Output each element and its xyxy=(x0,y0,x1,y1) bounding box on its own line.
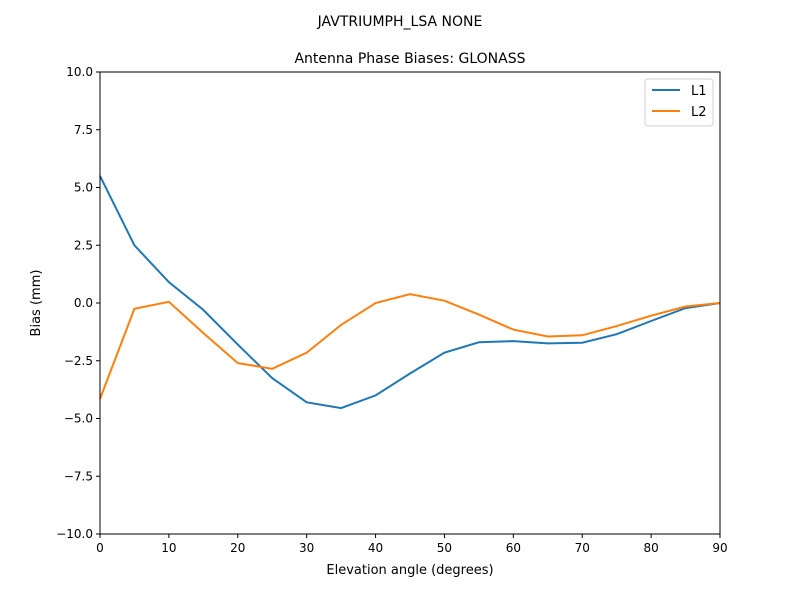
x-tick-label: 40 xyxy=(368,541,383,555)
y-tick-label: 5.0 xyxy=(74,181,93,195)
x-axis-label: Elevation angle (degrees) xyxy=(326,563,493,578)
y-tick-label: −7.5 xyxy=(64,469,93,483)
x-tick-label: 10 xyxy=(161,541,176,555)
x-tick-label: 80 xyxy=(643,541,658,555)
y-tick-label: 2.5 xyxy=(74,238,93,252)
x-tick-label: 50 xyxy=(437,541,452,555)
axes-frame xyxy=(99,71,721,535)
legend-l2-label: L2 xyxy=(691,105,707,120)
x-tick-label: 70 xyxy=(575,541,590,555)
y-tick-label: 7.5 xyxy=(74,123,93,137)
series-l1-line xyxy=(99,175,721,410)
y-tick-label: −10.0 xyxy=(56,527,93,541)
x-tick-label: 60 xyxy=(506,541,521,555)
x-tick-label: 30 xyxy=(299,541,314,555)
suptitle: JAVTRIUMPH_LSA NONE xyxy=(317,14,483,30)
series-l2-line xyxy=(99,293,721,400)
x-tick-label: 90 xyxy=(712,541,727,555)
y-tick-label: −5.0 xyxy=(64,412,93,426)
legend: L1 L2 xyxy=(644,78,714,127)
y-tick-label: 10.0 xyxy=(66,65,93,79)
legend-l1-label: L1 xyxy=(691,84,707,99)
y-tick-label: 0.0 xyxy=(74,296,93,310)
chart-title: Antenna Phase Biases: GLONASS xyxy=(294,51,525,67)
y-tick-label: −2.5 xyxy=(64,354,93,368)
x-tick-label: 0 xyxy=(96,541,104,555)
x-tick-label: 20 xyxy=(230,541,245,555)
y-axis: 10.0 7.5 5.0 2.5 0.0 −2.5 −5.0 −7.5 −10.0 xyxy=(56,65,100,541)
x-axis: 0 10 20 30 40 50 60 70 80 90 xyxy=(96,534,728,555)
plot-area xyxy=(99,175,721,410)
y-axis-label: Bias (mm) xyxy=(29,270,44,337)
